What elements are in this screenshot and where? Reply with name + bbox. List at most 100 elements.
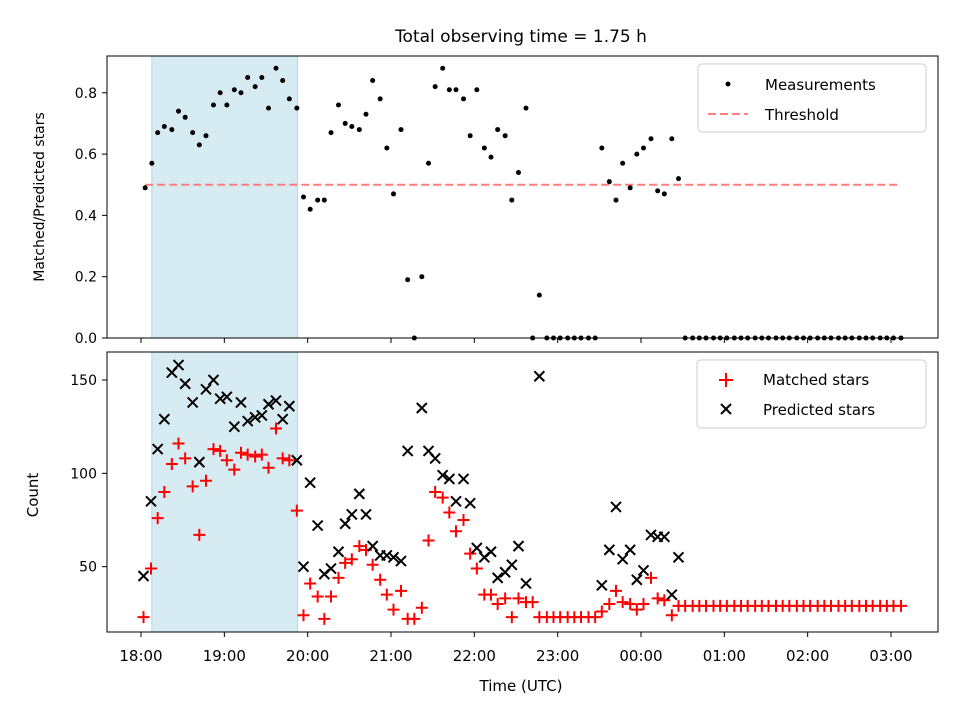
measurement-point: [149, 160, 155, 166]
predicted-star-point: [193, 456, 206, 468]
matched-star-point: [214, 444, 227, 457]
bottom-x-tick-label: 23:00: [536, 647, 579, 665]
measurement-point: [467, 133, 473, 139]
measurement-point: [655, 188, 661, 194]
measurement-point: [599, 145, 605, 151]
predicted-star-point: [631, 574, 643, 586]
predicted-star-point: [416, 402, 428, 414]
predicted-star-point: [457, 473, 470, 485]
measurement-point: [613, 197, 619, 203]
predicted-star-point: [158, 413, 171, 425]
matched-star-point: [137, 611, 150, 624]
predicted-star-point: [214, 392, 226, 405]
matched-star-point: [665, 609, 678, 622]
top-y-tick-label: 0.0: [75, 331, 97, 347]
measurement-point: [363, 111, 369, 117]
measurement-point: [286, 96, 292, 102]
measurement-point: [426, 160, 431, 166]
measurement-point: [245, 74, 251, 80]
predicted-star-point: [603, 544, 616, 556]
predicted-star-point: [471, 542, 483, 554]
matched-star-point: [658, 594, 671, 607]
matched-star-point: [262, 461, 275, 474]
bottom-axes-frame: [106, 351, 939, 633]
matched-star-point: [145, 562, 157, 575]
matched-star-point: [408, 612, 421, 625]
measurement-point: [252, 84, 258, 90]
bottom-x-axis-label: Time (UTC): [479, 677, 563, 695]
matched-star-point: [200, 474, 212, 487]
matched-star-point: [443, 506, 456, 519]
predicted-star-point: [624, 544, 636, 556]
predicted-star-point: [304, 476, 316, 489]
measurement-point: [142, 185, 148, 191]
matched-star-point: [220, 454, 233, 467]
matched-star-point: [241, 448, 254, 461]
legend-marker-matched: [719, 373, 733, 387]
measurement-point: [384, 145, 390, 151]
legend-label-threshold: Threshold: [764, 106, 839, 124]
bottom-y-tick-label: 50: [79, 560, 97, 576]
measurement-point: [536, 292, 542, 298]
legend-label-measurements: Measurements: [765, 76, 876, 94]
predicted-star-point: [387, 551, 400, 564]
predicted-star-point: [200, 383, 212, 396]
bottom-x-tick-label: 02:00: [786, 647, 829, 665]
matched-star-point: [589, 611, 602, 624]
matched-star-point: [311, 590, 324, 603]
predicted-star-point: [179, 378, 191, 390]
bottom-legend-box: [696, 359, 927, 429]
measurement-point: [231, 87, 237, 93]
measurement-point: [190, 130, 196, 136]
predicted-star-point: [297, 560, 310, 573]
top-y-tick-label: 0.4: [75, 208, 97, 224]
measurement-point: [391, 191, 396, 197]
measurement-point: [661, 191, 667, 197]
predicted-star-point: [596, 579, 608, 592]
measurement-point: [259, 74, 265, 80]
matched-star-point: [353, 540, 366, 553]
measurement-point: [502, 133, 508, 139]
measurement-point: [266, 105, 271, 111]
measurement-point: [620, 160, 626, 166]
predicted-star-point: [360, 508, 372, 521]
top-legend-box: [697, 63, 927, 133]
predicted-star-point: [228, 420, 241, 433]
matched-star-point: [470, 562, 483, 575]
predicted-star-point: [485, 546, 497, 558]
measurement-point: [280, 78, 286, 84]
top-y-tick-label: 0.6: [75, 147, 97, 163]
measurement-point: [627, 185, 633, 191]
bottom-y-axis-label: Count: [24, 473, 42, 518]
measurement-point: [211, 102, 216, 108]
predicted-star-point: [151, 443, 164, 455]
predicted-star-point: [283, 400, 296, 412]
matched-star-point: [450, 525, 462, 538]
top-axes-frame: [106, 55, 939, 339]
measurement-point: [634, 151, 640, 157]
measurement-point: [398, 127, 404, 133]
matched-star-point: [249, 450, 262, 463]
top-y-axis-label: Matched/Predicted stars: [32, 112, 48, 282]
top-y-axis: 0.0 0.2 0.4 0.6 0.8: [75, 86, 107, 347]
measurement-point: [606, 179, 612, 185]
predicted-star-point: [291, 454, 303, 466]
measurement-point: [196, 142, 202, 148]
measurement-point: [169, 127, 175, 133]
matched-star-point: [499, 592, 512, 605]
matched-star-point: [429, 486, 442, 498]
matched-star-point: [158, 486, 171, 498]
top-panel: 0.0 0.2 0.4 0.6 0.8 Total observing time = 1…: [32, 27, 939, 347]
predicted-star-point: [235, 396, 247, 409]
predicted-star-point: [610, 501, 622, 513]
legend-label-matched: Matched stars: [763, 371, 869, 389]
legend-marker-predicted: [720, 403, 732, 415]
matched-star-point: [165, 458, 178, 470]
predicted-star-point: [276, 413, 289, 425]
measurement-point: [488, 154, 494, 160]
bottom-y-tick-label: 100: [70, 466, 97, 482]
matched-star-point: [345, 553, 358, 566]
predicted-star-point: [332, 546, 345, 558]
measurement-point: [446, 87, 452, 93]
